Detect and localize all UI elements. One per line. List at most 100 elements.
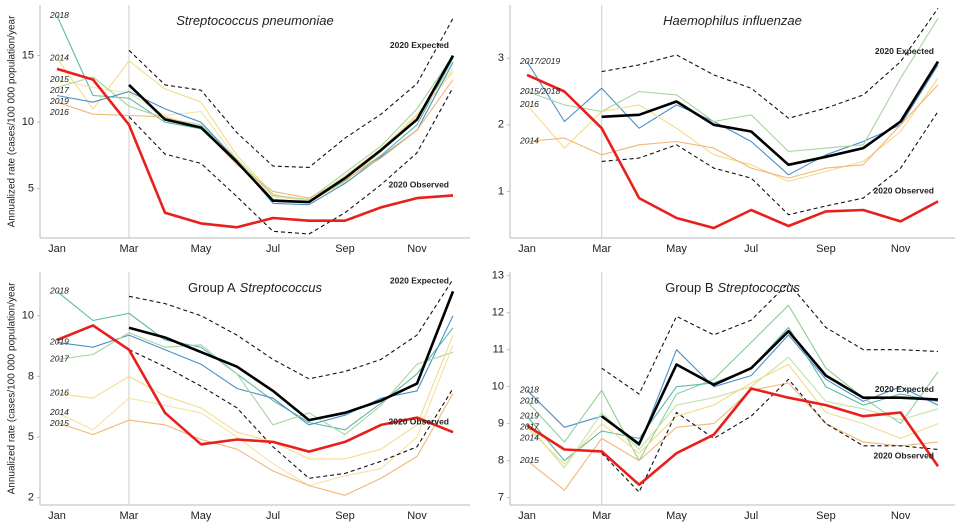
title-italic: Haemophilus influenzae <box>663 13 802 28</box>
year-label: 2014 <box>519 136 539 146</box>
series-label: 2020 Observed <box>389 416 449 426</box>
title-italic: Streptococcus pneumoniae <box>176 13 334 28</box>
year-label: 2014 <box>519 432 539 442</box>
panel-title: Group B Streptococcus <box>665 280 800 295</box>
bound-line <box>601 282 939 395</box>
x-tick-label: Nov <box>891 510 911 522</box>
title-text: Group A <box>188 280 236 295</box>
y-axis-label: Annualized rate (cases/100 000 populatio… <box>7 15 18 227</box>
year-line <box>56 315 454 426</box>
y-tick-label: 8 <box>498 455 504 467</box>
x-tick-label: Sep <box>816 243 836 255</box>
y-tick-label: 10 <box>492 381 504 393</box>
y-tick-label: 15 <box>22 50 34 62</box>
y-tick-label: 12 <box>492 307 504 319</box>
title-italic: Streptococcus <box>240 280 323 295</box>
x-tick-label: May <box>666 243 687 255</box>
year-line <box>56 393 454 496</box>
x-tick-label: May <box>191 510 212 522</box>
panel-title: Group A Streptococcus <box>188 280 323 295</box>
year-label: 2014 <box>49 407 69 417</box>
year-label: 2017/2019 <box>519 56 560 66</box>
year-label: 2014 <box>49 53 69 63</box>
bound-line <box>128 349 454 479</box>
main-line <box>526 387 940 486</box>
panel: 7 8 9 10 11 12 13 Jan Mar May Jul Sep Nov Group B Stre… <box>492 270 955 522</box>
series-label: 2020 Expected <box>875 46 934 56</box>
year-line <box>526 356 939 469</box>
x-tick-label: Jul <box>266 243 280 255</box>
panel: 1 2 3 Jan Mar May Jul Sep Nov Haemophilus influen… <box>498 5 955 255</box>
main-line <box>526 73 939 230</box>
title-italic: Streptococcus <box>718 280 801 295</box>
y-tick-label: 9 <box>498 418 504 430</box>
y-tick-label: 1 <box>498 185 504 197</box>
main-line <box>56 324 454 453</box>
y-tick-label: 13 <box>492 270 504 282</box>
panel: 5 10 15 Jan Mar May Jul Sep Nov Streptococcus pne… <box>7 5 470 255</box>
main-line <box>56 67 454 229</box>
bound-line <box>601 111 939 216</box>
year-label: 2016 <box>49 388 69 398</box>
y-tick-label: 7 <box>498 492 504 504</box>
y-axis-label: Annualized rate (cases/100 000 populatio… <box>7 282 18 494</box>
x-tick-label: Sep <box>816 510 836 522</box>
year-label: 2015 <box>49 74 69 84</box>
year-label: 2016 <box>49 107 69 117</box>
series-label: 2020 Observed <box>389 180 449 190</box>
series-label: 2020 Observed <box>874 186 934 196</box>
x-tick-label: Mar <box>592 243 611 255</box>
x-tick-label: May <box>191 243 212 255</box>
y-tick-label: 2 <box>498 119 504 131</box>
x-tick-label: Jul <box>744 510 758 522</box>
year-label: 2016 <box>519 396 539 406</box>
year-label: 2016 <box>519 99 539 109</box>
year-line <box>56 344 454 487</box>
series-label: 2020 Observed <box>874 450 934 460</box>
year-line <box>526 304 939 462</box>
year-label: 2019 <box>519 410 539 420</box>
x-tick-label: Jan <box>518 510 536 522</box>
x-tick-label: Sep <box>335 510 355 522</box>
x-tick-label: May <box>666 510 687 522</box>
y-tick-label: 3 <box>498 52 504 64</box>
year-label: 2019 <box>49 96 69 106</box>
bound-line <box>128 87 454 235</box>
year-line <box>56 334 454 460</box>
year-line <box>526 18 939 153</box>
x-tick-label: Jan <box>518 243 536 255</box>
y-tick-label: 5 <box>28 431 34 443</box>
year-label: 2017 <box>49 354 69 364</box>
title-text: Group B <box>665 280 713 295</box>
x-tick-label: Nov <box>407 510 427 522</box>
year-line <box>526 84 939 179</box>
x-tick-label: Mar <box>592 510 611 522</box>
x-tick-label: Jan <box>48 510 66 522</box>
panel-title: Haemophilus influenzae <box>663 13 802 28</box>
year-line <box>526 382 939 491</box>
year-label: 2019 <box>49 337 69 347</box>
year-line <box>526 61 939 176</box>
main-line <box>128 54 455 204</box>
bound-line <box>128 279 454 380</box>
y-tick-label: 10 <box>22 116 34 128</box>
main-line <box>601 60 940 167</box>
panel-title: Streptococcus pneumoniae <box>176 13 334 28</box>
y-tick-label: 10 <box>22 310 34 322</box>
x-tick-label: Nov <box>407 243 427 255</box>
panel: 2 5 8 10 Jan Mar May Jul Sep Nov Group A Streptococ… <box>7 272 470 522</box>
year-label: 2018 <box>49 286 69 296</box>
x-tick-label: Jan <box>48 243 66 255</box>
year-label: 2018 <box>519 385 539 395</box>
y-tick-label: 8 <box>28 370 34 382</box>
x-tick-label: Mar <box>120 510 139 522</box>
x-tick-label: Sep <box>335 243 355 255</box>
series-label: 2020 Expected <box>875 384 934 394</box>
main-line <box>128 290 455 422</box>
series-label: 2020 Expected <box>390 40 449 50</box>
year-label: 2015/2018 <box>519 86 560 96</box>
year-label: 2017 <box>49 85 69 95</box>
year-line <box>526 77 939 182</box>
x-tick-label: Jul <box>266 510 280 522</box>
